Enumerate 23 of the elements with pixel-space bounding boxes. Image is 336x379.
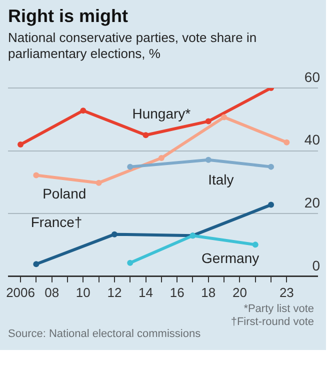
source-note: Source: National electoral commissions (8, 328, 201, 340)
y-tick-label: 60 (304, 68, 320, 85)
y-tick-label: 20 (304, 194, 320, 210)
chart-subtitle: National conservative parties, vote share in parliamentary elections, % (8, 30, 258, 62)
x-tick-label: 16 (170, 284, 184, 300)
y-tick-label: 0 (312, 257, 320, 274)
x-tick-label: 2006 (6, 284, 35, 300)
series-label: Germany (202, 250, 260, 266)
x-tick-label: 08 (44, 284, 60, 300)
x-tick-label: 14 (138, 284, 154, 300)
x-tick-label: 18 (201, 284, 216, 300)
x-tick-label: 20 (232, 284, 247, 300)
series-label: Poland (42, 186, 86, 202)
text: *Party list vote (242, 303, 314, 316)
series-label: Hungary* (132, 106, 192, 122)
series-label: Italy (208, 171, 234, 188)
x-tick-label: 10 (76, 284, 90, 300)
chart-title: Right is might (8, 6, 128, 27)
x-tick-label: 23 (279, 284, 294, 300)
x-tick-label: 12 (107, 284, 122, 300)
series-label: France† (30, 214, 82, 230)
y-tick-label: 40 (304, 132, 320, 148)
text: †First-round vote (230, 316, 314, 329)
